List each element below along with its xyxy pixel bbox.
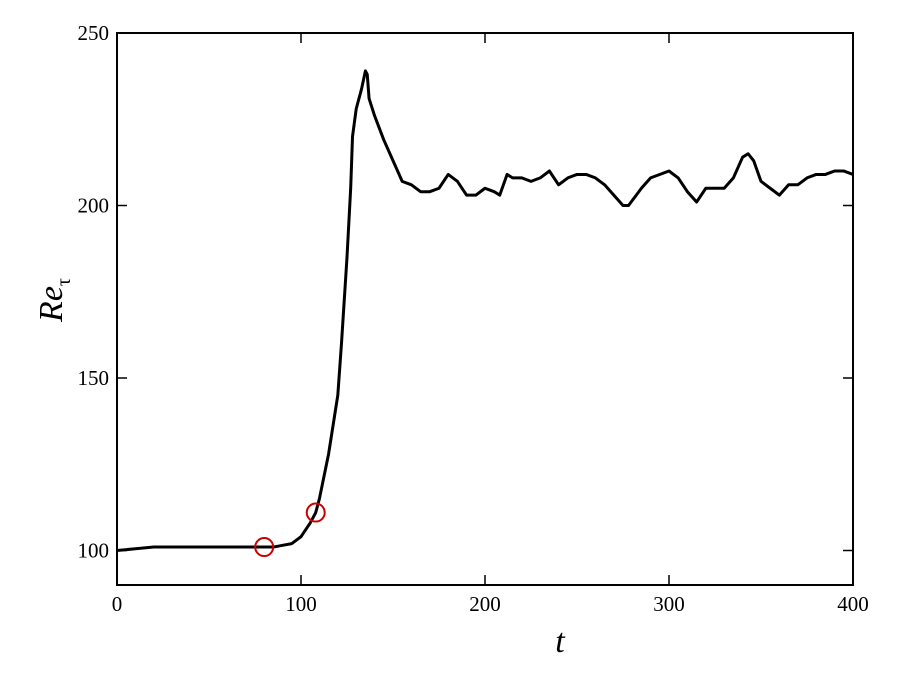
- y-axis-label: Reτ: [33, 278, 75, 323]
- y-tick-label: 150: [78, 366, 110, 390]
- y-tick-label: 200: [78, 194, 110, 218]
- data-line: [116, 69, 854, 552]
- y-axis-label-subscript: τ: [53, 278, 75, 286]
- marker-circle: [305, 502, 326, 523]
- x-tick-label: 0: [112, 592, 123, 616]
- y-tick-label: 100: [78, 539, 110, 563]
- y-axis-label-main: Re: [33, 286, 70, 323]
- x-tick-label: 200: [469, 592, 501, 616]
- x-tick-label: 100: [285, 592, 317, 616]
- marker-circle: [254, 537, 275, 558]
- plot-frame: [116, 32, 854, 586]
- x-tick-label: 400: [837, 592, 869, 616]
- x-axis-label: t: [555, 623, 566, 660]
- y-tick-label: 250: [78, 21, 110, 45]
- x-tick-label: 300: [653, 592, 685, 616]
